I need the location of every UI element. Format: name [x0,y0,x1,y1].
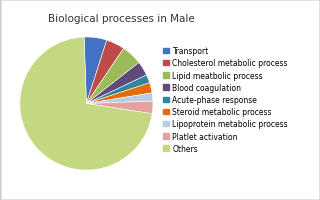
Legend: Transport, Cholesterol metabolic process, Lipid meatbolic process, Blood coagula: Transport, Cholesterol metabolic process… [163,46,289,154]
Wedge shape [86,83,152,104]
Wedge shape [86,49,139,104]
Text: Biological processes in Male: Biological processes in Male [48,14,195,24]
Wedge shape [84,38,107,104]
Wedge shape [86,76,150,104]
Wedge shape [20,38,152,170]
Wedge shape [86,93,153,104]
Wedge shape [86,41,124,104]
Wedge shape [86,63,147,104]
Wedge shape [86,102,153,114]
